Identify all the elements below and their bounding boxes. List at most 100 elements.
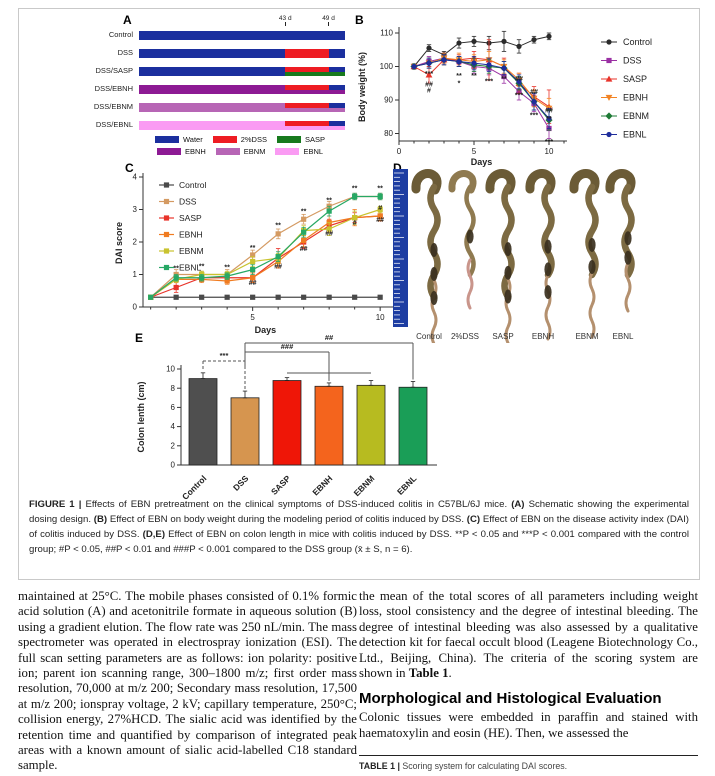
- svg-text:##: ##: [376, 217, 384, 224]
- panel-c-dai-chart: 0 1 2 3 4 5 10 Days DAI score ** ** ** ** ** ** ** ** ** #…: [113, 163, 423, 354]
- svg-text:**: **: [250, 245, 256, 252]
- svg-text:EBNH: EBNH: [179, 230, 203, 240]
- svg-text:**: **: [377, 186, 383, 193]
- svg-text:**: **: [199, 264, 205, 271]
- svg-text:**: **: [173, 266, 179, 273]
- svg-text:6: 6: [171, 403, 176, 412]
- section-heading: Morphological and Histological Evaluatio…: [359, 690, 662, 708]
- panel-d-label: D: [393, 161, 402, 175]
- svg-text:DAI score: DAI score: [114, 222, 124, 264]
- colon-specimen: [485, 169, 516, 345]
- svg-text:SASP: SASP: [623, 74, 647, 84]
- svg-text:SASP: SASP: [492, 332, 513, 341]
- svg-text:***: ***: [515, 92, 523, 99]
- svg-text:10: 10: [545, 147, 554, 156]
- dosing-row-dss-ebnl: DSS/EBNL: [75, 120, 375, 130]
- svg-text:100: 100: [380, 62, 394, 71]
- colon-specimen: [448, 170, 477, 310]
- svg-text:**: **: [546, 116, 552, 123]
- svg-text:Control: Control: [179, 180, 207, 190]
- svg-text:90: 90: [384, 96, 393, 105]
- colon-specimen: [605, 169, 636, 313]
- panel-a-dosing-schematic: Control DSS DSS/SASP DSS/EBNH DSS/EBNM DSS/EB…: [75, 15, 375, 157]
- svg-text:##: ##: [300, 246, 308, 253]
- panel-e-label: E: [135, 331, 144, 345]
- bar-ebnh: [314, 385, 344, 466]
- svg-text:***: ***: [485, 78, 493, 85]
- svg-text:#: #: [427, 87, 431, 94]
- svg-text:SASP: SASP: [269, 473, 293, 497]
- svg-text:10: 10: [166, 365, 175, 374]
- svg-text:EBNL: EBNL: [613, 332, 634, 341]
- panel-a-legend: Water 2%DSS SASP EBNH EBNM EBNL: [115, 135, 365, 159]
- svg-text:##: ##: [515, 76, 523, 83]
- svg-text:**: **: [326, 197, 332, 204]
- svg-text:8: 8: [171, 384, 176, 393]
- svg-text:4: 4: [133, 173, 138, 182]
- svg-text:Days: Days: [255, 325, 277, 335]
- svg-text:**: **: [301, 208, 307, 215]
- svg-text:5: 5: [250, 313, 255, 322]
- svg-text:DSS: DSS: [179, 197, 197, 207]
- svg-text:80: 80: [384, 129, 393, 138]
- svg-text:Colon lenth (cm): Colon lenth (cm): [136, 382, 146, 453]
- panel-d-colon-photo: Control 2%DSS SASP EBNH EBNM EBNL: [391, 167, 671, 348]
- svg-text:Days: Days: [471, 157, 493, 167]
- colon-specimen: [525, 169, 556, 341]
- svg-text:#: #: [353, 220, 357, 227]
- svg-text:Control: Control: [416, 332, 442, 341]
- svg-text:5: 5: [472, 147, 477, 156]
- svg-text:**: **: [456, 73, 462, 80]
- svg-text:**: **: [501, 76, 507, 83]
- svg-text:##: ##: [530, 89, 538, 96]
- svg-text:EBNL: EBNL: [179, 263, 201, 273]
- svg-text:EBNH: EBNH: [310, 473, 334, 497]
- svg-text:DSS: DSS: [623, 56, 642, 66]
- svg-text:##: ##: [325, 335, 334, 342]
- panel-c-label: C: [125, 161, 134, 175]
- svg-text:EBNM: EBNM: [179, 246, 204, 256]
- series-ebnl: [148, 192, 383, 300]
- svg-text:***: ***: [530, 112, 538, 119]
- colon-specimen: [569, 169, 600, 339]
- svg-text:2: 2: [171, 441, 176, 450]
- svg-text:DSS: DSS: [231, 473, 251, 493]
- figure-caption: FIGURE 1 | Effects of EBN pretreatment o…: [29, 499, 690, 555]
- body-text-right-column: the mean of the total scores of all para…: [359, 589, 698, 741]
- svg-text:0: 0: [171, 461, 176, 470]
- svg-text:4: 4: [171, 422, 176, 431]
- svg-text:10: 10: [376, 313, 385, 322]
- svg-text:***: ***: [545, 139, 553, 146]
- dosing-row-dss-ebnm: DSS/EBNM: [75, 102, 375, 112]
- svg-text:***: ***: [425, 71, 433, 78]
- svg-text:SASP: SASP: [179, 213, 202, 223]
- bar-sasp: [272, 380, 302, 466]
- bar-ebnl: [398, 386, 428, 466]
- svg-text:##: ##: [325, 231, 333, 238]
- panel-b-body-weight-chart: 80 90 100 110 0 5 10 Days Body weight (%) *** ## # *…: [353, 15, 705, 172]
- series-control: [148, 294, 383, 300]
- table-1-caption: TABLE 1 | Scoring system for calculating…: [359, 755, 698, 771]
- bar-control: [188, 378, 218, 466]
- right-paragraph-1: the mean of the total scores of all para…: [359, 589, 698, 681]
- panel-e-colon-length-chart: 0 2 4 6 8 10 Colon lenth (cm) Control DSS SASP EBN…: [131, 333, 461, 512]
- svg-text:##: ##: [425, 82, 433, 89]
- svg-text:2%DSS: 2%DSS: [451, 332, 479, 341]
- svg-text:Body weight (%): Body weight (%): [357, 52, 367, 122]
- svg-text:0: 0: [397, 147, 402, 156]
- time-marker: 49 d: [317, 15, 341, 26]
- svg-text:#: #: [378, 205, 382, 212]
- svg-text:2: 2: [133, 238, 138, 247]
- series-ebnl: [411, 54, 552, 129]
- svg-text:**: **: [224, 265, 230, 272]
- dosing-row-dss: DSS: [75, 48, 375, 58]
- panel-b-label: B: [355, 13, 364, 27]
- svg-text:110: 110: [380, 29, 393, 38]
- svg-text:###: ###: [281, 342, 294, 351]
- svg-text:EBNM: EBNM: [575, 332, 598, 341]
- svg-text:***: ***: [220, 351, 229, 360]
- colon-specimen: [411, 169, 442, 346]
- svg-text:EBNH: EBNH: [532, 332, 554, 341]
- caption-figure-number: FIGURE 1 |: [29, 499, 86, 510]
